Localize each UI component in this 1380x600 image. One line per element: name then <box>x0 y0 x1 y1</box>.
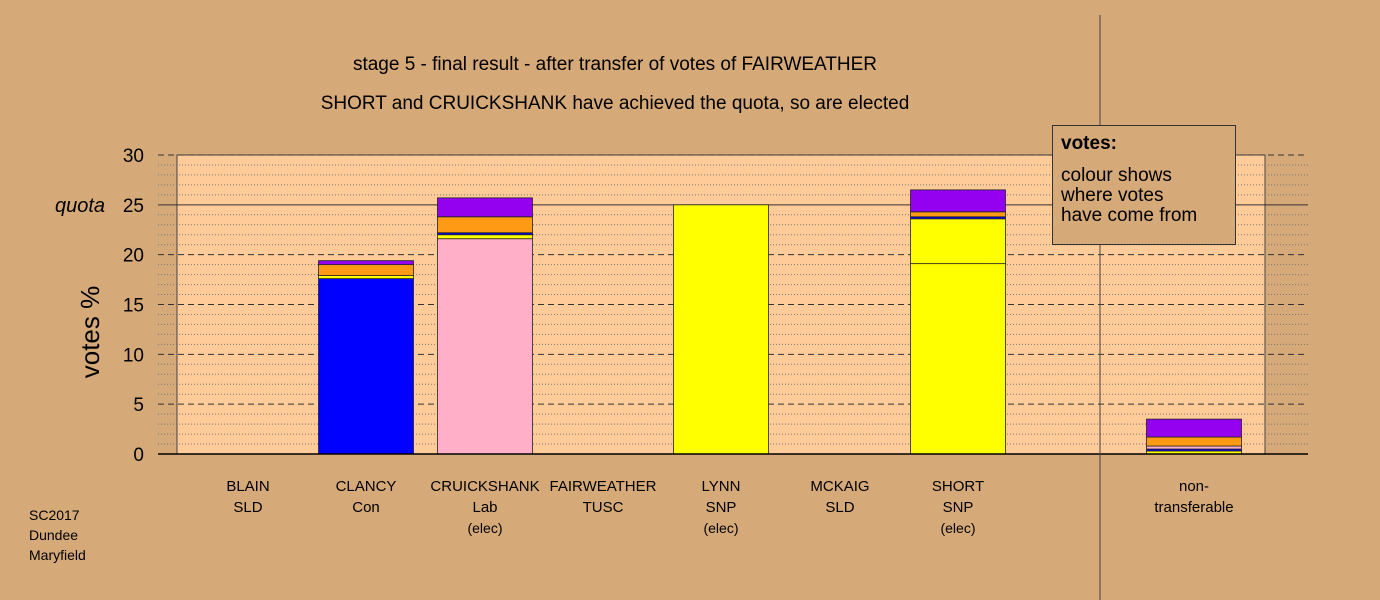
candidate-elected-note: (elec) <box>940 520 976 536</box>
y-tick-label: 0 <box>133 445 144 466</box>
legend-title: votes: <box>1061 133 1117 154</box>
candidate-party: SNP <box>942 499 974 516</box>
y-axis-label: votes % <box>75 286 105 379</box>
chart-subtitle: SHORT and CRUICKSHANK have achieved the … <box>320 93 910 114</box>
legend-line: have come from <box>1061 205 1198 226</box>
candidate-name: SHORT <box>931 478 985 495</box>
candidate-label: CRUICKSHANK Lab (elec) <box>405 476 565 539</box>
y-tick-label: 15 <box>123 296 144 317</box>
candidate-name: MCKAIG <box>810 478 870 495</box>
bar-segment-sld <box>910 211 1006 218</box>
bar-segment-lab <box>1146 445 1242 450</box>
y-tick-label: 5 <box>133 395 144 416</box>
footer-line: Dundee <box>29 527 79 543</box>
candidate-name: CLANCY <box>335 478 397 495</box>
candidate-label: BLAIN SLD <box>168 476 328 518</box>
legend-box: votes: colour shows where votes have com… <box>1052 125 1236 245</box>
bar-segment-tusc <box>910 189 1006 213</box>
candidate-label: LYNN SNP (elec) <box>641 476 801 539</box>
candidate-label: non-transferable <box>1114 476 1274 518</box>
candidate-party: SNP <box>705 499 737 516</box>
legend-line: where votes <box>1061 185 1164 206</box>
candidate-label: MCKAIG SLD <box>760 476 920 518</box>
candidate-name: non- <box>1178 478 1210 495</box>
footer-label: SC2017 Dundee Maryfield <box>29 505 86 565</box>
candidate-label: FAIRWEATHER TUSC <box>523 476 683 518</box>
bar-segment-tusc <box>437 197 533 218</box>
y-tick-label: 25 <box>123 196 144 217</box>
candidate-party: transferable <box>1154 499 1234 516</box>
candidate-name: FAIRWEATHER <box>549 478 657 495</box>
bar-segment-tusc <box>318 260 414 266</box>
bar-segment-con <box>318 278 414 455</box>
candidate-party: SLD <box>233 499 263 516</box>
y-tick-label: 10 <box>123 345 144 366</box>
candidate-name: BLAIN <box>226 478 270 495</box>
candidate-party: SLD <box>825 499 855 516</box>
bar-segment-snp <box>318 275 414 279</box>
footer-line: Maryfield <box>29 547 86 563</box>
bar-segment-sld <box>437 216 533 234</box>
bar-segment-snp <box>910 218 1006 265</box>
y-tick-label: 30 <box>123 146 144 167</box>
bar-segment-snp <box>910 263 1006 455</box>
quota-label: quota <box>55 195 105 217</box>
candidate-party: Lab <box>472 499 498 516</box>
bar-segment-snp <box>673 204 769 455</box>
candidate-label: SHORT SNP (elec) <box>878 476 1038 539</box>
candidate-name: CRUICKSHANK <box>430 478 540 495</box>
legend-line: colour shows <box>1061 165 1172 186</box>
y-tick-label: 20 <box>123 246 144 267</box>
bar-segment-sld <box>1146 436 1242 447</box>
footer-line: SC2017 <box>29 507 80 523</box>
candidate-party: Con <box>352 499 380 516</box>
bar-segment-snp <box>437 234 533 240</box>
candidate-party: TUSC <box>582 499 624 516</box>
candidate-elected-note: (elec) <box>703 520 739 536</box>
bar-segment-lab <box>437 238 533 455</box>
candidate-name: LYNN <box>701 478 741 495</box>
candidate-elected-note: (elec) <box>467 520 503 536</box>
chart-title: stage 5 - final result - after transfer … <box>352 54 878 75</box>
candidate-label: CLANCY Con <box>286 476 446 518</box>
bar-segment-sld <box>318 264 414 276</box>
bar-segment-tusc <box>1146 418 1242 438</box>
